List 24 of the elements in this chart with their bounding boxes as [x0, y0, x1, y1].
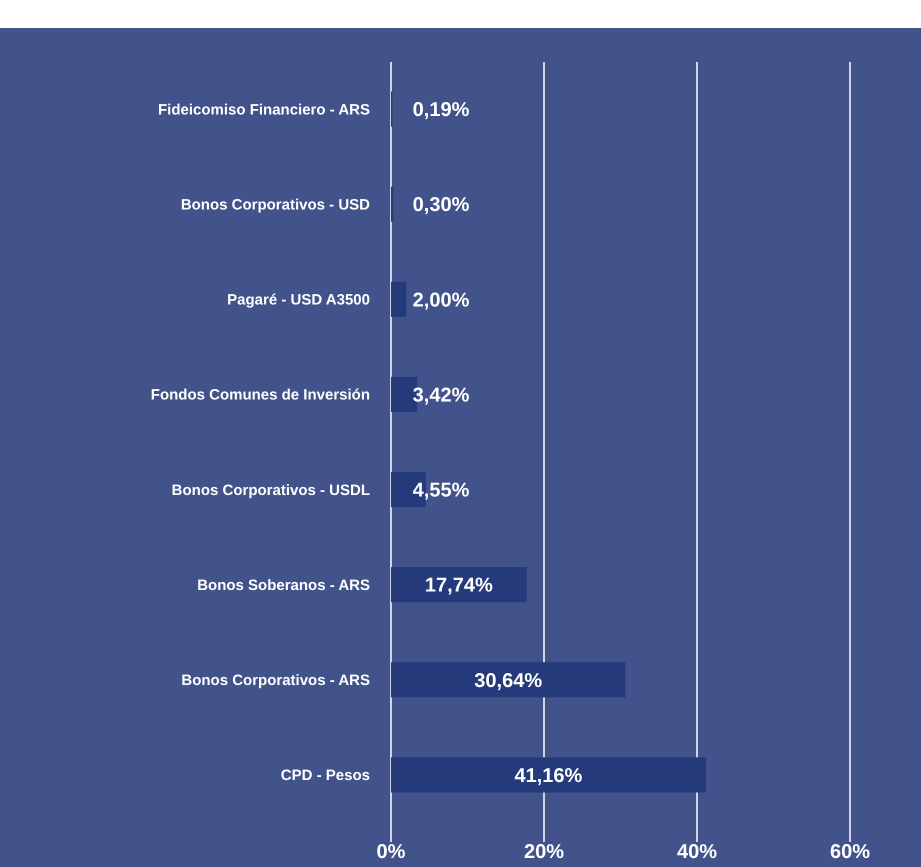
- y-tick-label: CPD - Pesos: [280, 767, 370, 784]
- data-label: 4,55%: [412, 480, 470, 502]
- x-tick-label: 0%: [376, 841, 406, 863]
- data-label: 3,42%: [412, 384, 470, 406]
- bar: [391, 282, 406, 317]
- bar: [391, 757, 706, 793]
- y-tick-label: Fondos Comunes de Inversión: [150, 386, 370, 404]
- data-label: 0,19%: [412, 99, 470, 122]
- y-tick-label: Bonos Soberanos - ARS: [197, 576, 370, 594]
- data-label: 2,00%: [412, 289, 470, 312]
- data-label: 17,74%: [424, 574, 493, 597]
- bar: [391, 662, 626, 698]
- x-tick-label: 40%: [676, 841, 718, 863]
- y-tick-label: Fideicomiso Financiero - ARS: [158, 101, 370, 118]
- data-label: 30,64%: [474, 670, 542, 692]
- y-tick-label: Bonos Corporativos - USD: [180, 196, 370, 214]
- data-label: 0,30%: [412, 194, 470, 216]
- bar: [391, 567, 527, 602]
- y-tick-label: Pagaré - USD A3500: [227, 292, 370, 309]
- y-tick-label: Bonos Corporativos - ARS: [181, 672, 370, 690]
- data-label: 41,16%: [514, 764, 583, 787]
- x-tick-label: 20%: [524, 841, 564, 863]
- x-tick-label: 60%: [830, 841, 870, 863]
- y-tick-label: Bonos Corporativos - USDL: [172, 482, 370, 499]
